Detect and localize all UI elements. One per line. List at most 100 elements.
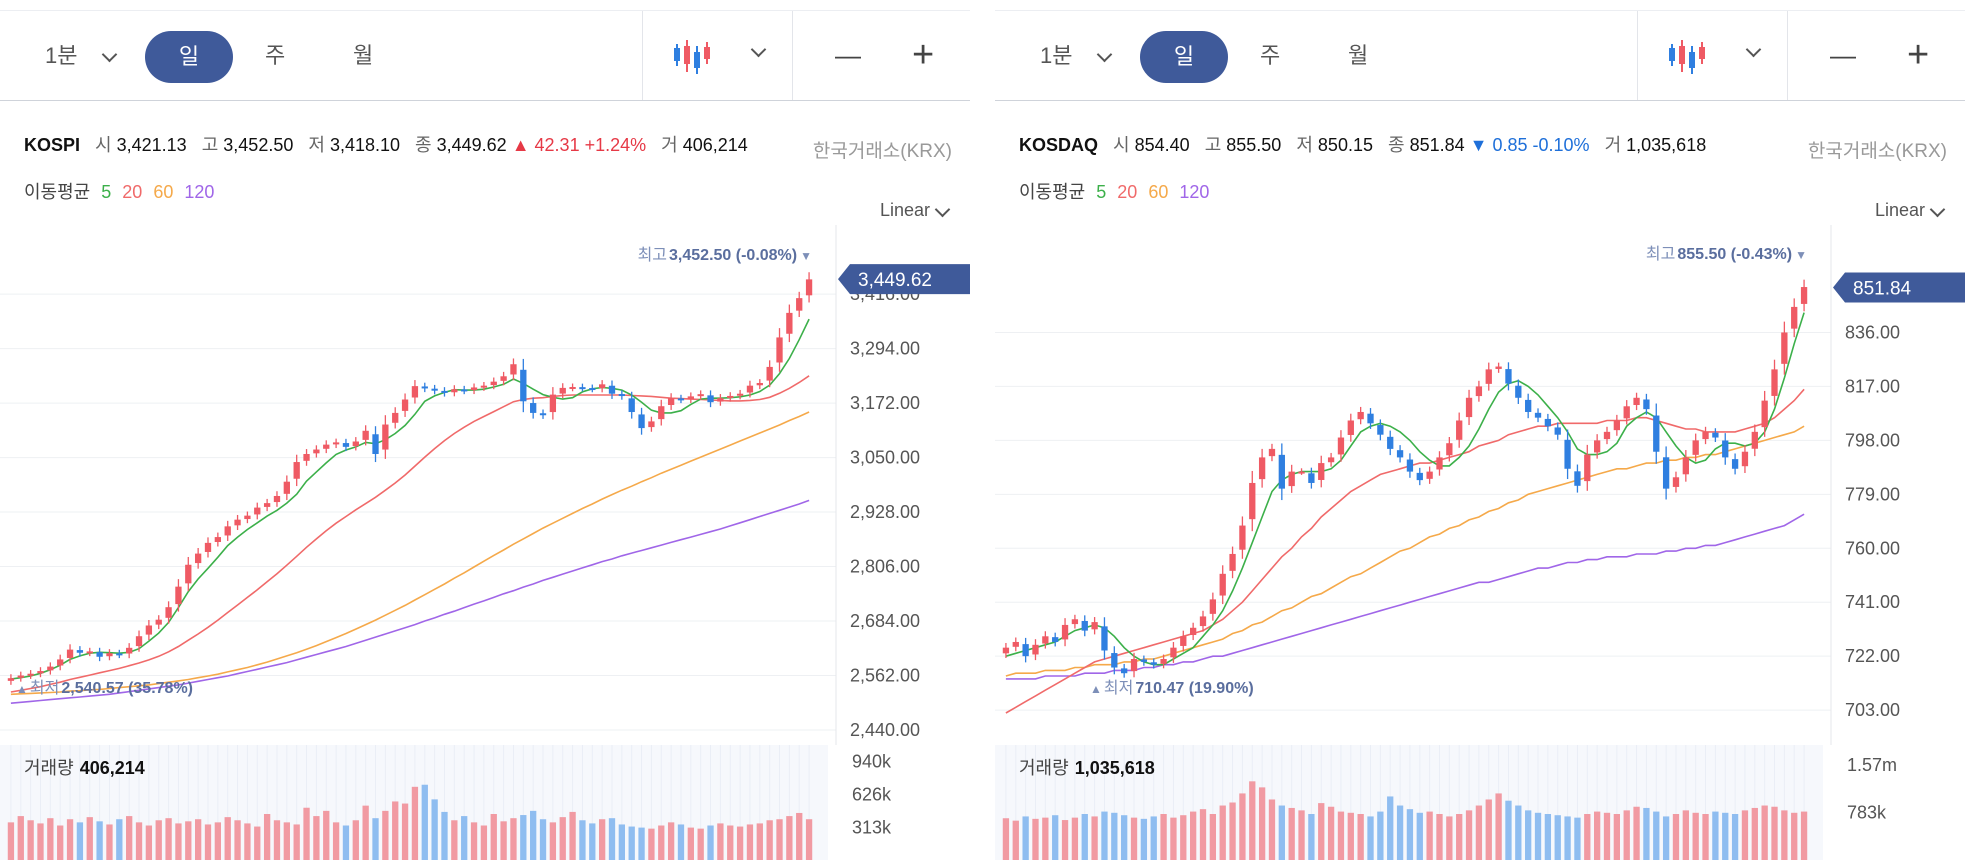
candle-body: [1584, 454, 1591, 482]
volume-bar: [47, 818, 54, 860]
ma5-label[interactable]: 5: [1096, 182, 1107, 202]
candle-body: [1593, 440, 1601, 453]
ma5-line: [1005, 312, 1805, 666]
quote-summary: KOSDAQ 시 854.40 고 855.50 저 850.15 종 851.…: [1019, 131, 1706, 157]
chart-type-dropdown-icon[interactable]: [750, 41, 767, 58]
chevron-down-icon[interactable]: [1096, 46, 1113, 63]
tab-day[interactable]: 일: [1140, 31, 1228, 83]
kosdaq-panel: 1분 일 주 월 — + KOSDAQ 시 854.40 고 855.50 저 …: [995, 0, 1965, 860]
tab-month[interactable]: 월: [1348, 43, 1369, 68]
candle-body: [263, 503, 271, 507]
candle-body: [1061, 624, 1069, 640]
candle-body: [401, 399, 409, 411]
volume-bar: [1189, 811, 1197, 860]
y-tick-label: 836.00: [1845, 322, 1900, 342]
chevron-down-icon[interactable]: [101, 46, 118, 63]
tab-week[interactable]: 주: [265, 43, 286, 68]
volume-bar: [746, 824, 754, 860]
candle-body: [1446, 443, 1453, 456]
change-value: ▼ 0.85 -0.10%: [1469, 135, 1590, 155]
volume-bar: [1791, 812, 1798, 860]
volume-bar: [1081, 814, 1088, 860]
ma20-line: [1005, 388, 1805, 714]
y-tick-label: 703.00: [1845, 700, 1900, 720]
divider: [642, 11, 643, 100]
ma20-label[interactable]: 20: [1117, 182, 1138, 202]
candle-body: [1288, 471, 1295, 487]
low-value: 3,418.10: [329, 135, 401, 155]
candle-body: [224, 526, 231, 536]
candle-body: [470, 387, 478, 391]
tab-week[interactable]: 주: [1260, 43, 1281, 68]
kospi-panel: 1분 일 주 월 — + KOSPI 시 3,421.13 고 3,452.50…: [0, 0, 970, 860]
y-tick-label: 2,562.00: [850, 666, 920, 686]
candle-body: [1426, 471, 1433, 479]
zoom-in-button[interactable]: +: [912, 34, 935, 76]
open-label: 시: [95, 135, 112, 155]
scale-chevron-icon[interactable]: [934, 201, 951, 218]
volume-bar: [1603, 812, 1611, 860]
volume-bar: [1022, 816, 1029, 860]
zoom-out-button[interactable]: —: [835, 40, 861, 70]
candle-body: [1268, 448, 1276, 457]
candle-body: [1761, 400, 1768, 428]
volume-bar: [1160, 814, 1167, 860]
volume-bar: [756, 823, 763, 860]
zoom-in-button[interactable]: +: [1907, 34, 1930, 76]
volume-bar: [1308, 814, 1315, 860]
ma120-label[interactable]: 120: [184, 182, 215, 202]
ma120-label[interactable]: 120: [1179, 182, 1210, 202]
candle-body: [1032, 644, 1039, 655]
scale-select[interactable]: Linear: [879, 200, 930, 220]
scale-select[interactable]: Linear: [1874, 200, 1925, 220]
candle-body: [1633, 397, 1640, 406]
volume-bar: [1702, 814, 1709, 860]
candle-body: [677, 398, 685, 401]
candle-body: [1791, 306, 1798, 329]
scale-chevron-icon[interactable]: [1929, 201, 1946, 218]
volume-bar: [263, 814, 271, 860]
candle-body: [618, 394, 626, 397]
chart-type-dropdown-icon[interactable]: [1745, 41, 1762, 58]
candlestick-icon[interactable]: [1668, 36, 1710, 76]
volume-bar: [313, 816, 320, 860]
candle-body: [116, 653, 123, 656]
interval-select[interactable]: 1분: [1040, 43, 1073, 68]
zoom-out-button[interactable]: —: [1830, 40, 1856, 70]
volume-bar: [520, 815, 527, 860]
ma20-label[interactable]: 20: [122, 182, 143, 202]
volume-bar: [1495, 793, 1502, 860]
y-tick-label: 741.00: [1845, 592, 1900, 612]
tab-day[interactable]: 일: [145, 31, 233, 83]
volume-bar: [1416, 812, 1423, 860]
y-tick-label: 798.00: [1845, 430, 1900, 450]
interval-select[interactable]: 1분: [45, 43, 78, 68]
candle-body: [756, 382, 763, 386]
candlestick-icon[interactable]: [673, 36, 715, 76]
tab-month[interactable]: 월: [353, 43, 374, 68]
ma60-label[interactable]: 60: [153, 182, 174, 202]
change-value: ▲ 42.31 +1.24%: [511, 135, 647, 155]
volume-bar: [480, 825, 488, 860]
volume-bar: [776, 819, 783, 860]
price-chart[interactable]: 836.00 817.00 798.00 779.00 760.00 741.00 722.…: [995, 225, 1965, 860]
volume-bar: [1032, 818, 1039, 860]
volume-bar: [155, 820, 162, 860]
price-chart[interactable]: 3,416.003,294.003,172.003,050.002,928.00…: [0, 225, 970, 860]
volume-bar: [1662, 816, 1670, 860]
volume-bar: [1682, 810, 1689, 860]
ma60-label[interactable]: 60: [1148, 182, 1169, 202]
ma60-line: [10, 411, 810, 696]
candle-body: [1554, 427, 1561, 435]
volume-bar: [1140, 818, 1148, 860]
volume-panel-value: 406,214: [79, 758, 145, 778]
candle-body: [194, 553, 202, 564]
candle-body: [1534, 412, 1542, 418]
volume-bar: [1426, 811, 1433, 860]
volume-bar: [86, 817, 93, 860]
candle-body: [697, 394, 704, 397]
candle-body: [1150, 662, 1157, 665]
volume-bar: [1121, 815, 1128, 860]
volume-bar: [1534, 812, 1542, 860]
ma5-label[interactable]: 5: [101, 182, 112, 202]
